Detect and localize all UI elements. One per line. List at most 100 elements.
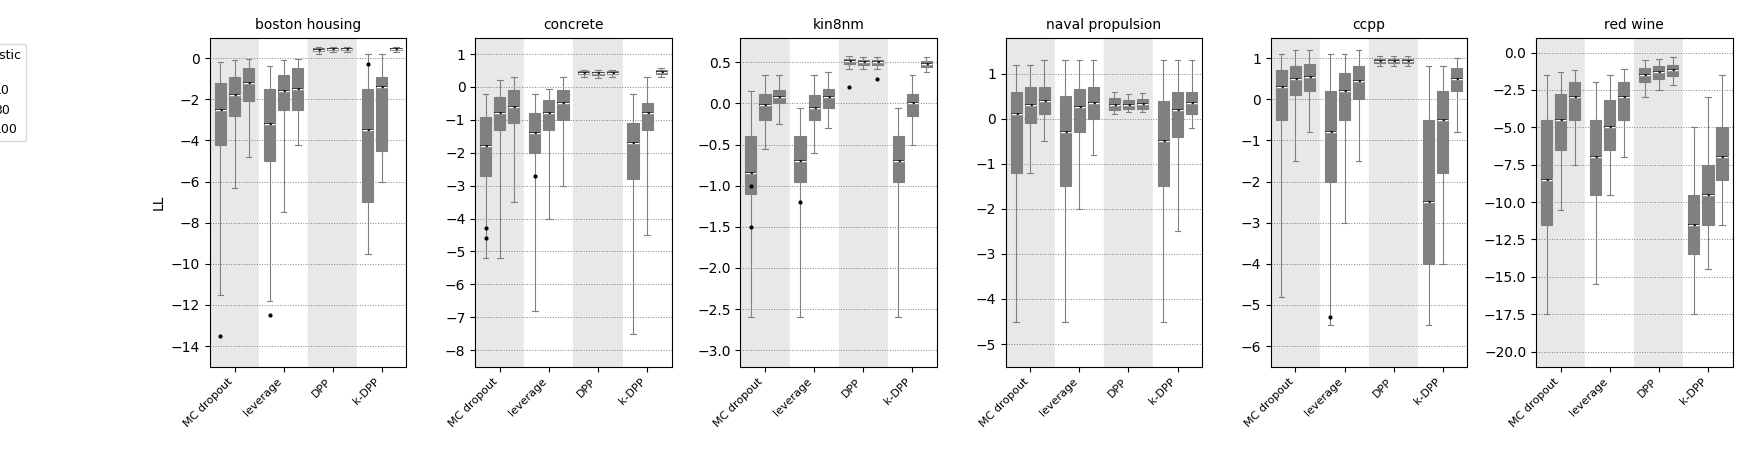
Title: ccpp: ccpp bbox=[1353, 18, 1386, 32]
Bar bbox=[1586, 38, 1634, 367]
PathPatch shape bbox=[376, 77, 387, 151]
PathPatch shape bbox=[1451, 69, 1463, 91]
PathPatch shape bbox=[1060, 96, 1071, 186]
Bar bbox=[357, 38, 406, 367]
Bar bbox=[1006, 38, 1055, 367]
PathPatch shape bbox=[578, 71, 590, 74]
Title: red wine: red wine bbox=[1605, 18, 1664, 32]
PathPatch shape bbox=[1290, 66, 1300, 95]
PathPatch shape bbox=[480, 117, 492, 176]
PathPatch shape bbox=[327, 48, 338, 50]
PathPatch shape bbox=[1172, 92, 1183, 137]
PathPatch shape bbox=[1388, 59, 1400, 63]
PathPatch shape bbox=[1304, 64, 1314, 91]
PathPatch shape bbox=[278, 75, 289, 110]
Bar bbox=[308, 38, 357, 367]
PathPatch shape bbox=[1570, 82, 1580, 120]
PathPatch shape bbox=[341, 48, 352, 50]
PathPatch shape bbox=[1619, 82, 1629, 120]
PathPatch shape bbox=[1138, 99, 1148, 109]
PathPatch shape bbox=[507, 90, 520, 123]
PathPatch shape bbox=[808, 95, 819, 120]
PathPatch shape bbox=[920, 61, 933, 67]
PathPatch shape bbox=[1668, 64, 1678, 77]
PathPatch shape bbox=[1088, 87, 1099, 119]
Bar bbox=[1153, 38, 1202, 367]
PathPatch shape bbox=[1276, 70, 1286, 120]
PathPatch shape bbox=[362, 89, 373, 202]
Title: kin8nm: kin8nm bbox=[812, 18, 864, 32]
PathPatch shape bbox=[872, 60, 882, 65]
Bar bbox=[1055, 38, 1104, 367]
PathPatch shape bbox=[1374, 59, 1384, 63]
Bar bbox=[210, 38, 259, 367]
PathPatch shape bbox=[760, 94, 770, 120]
Bar bbox=[259, 38, 308, 367]
Legend: 10, 30, 100: 10, 30, 100 bbox=[0, 44, 26, 141]
Bar bbox=[1270, 38, 1320, 367]
PathPatch shape bbox=[794, 136, 805, 181]
PathPatch shape bbox=[906, 94, 919, 116]
PathPatch shape bbox=[1605, 101, 1615, 150]
PathPatch shape bbox=[1010, 92, 1022, 173]
PathPatch shape bbox=[1158, 101, 1169, 186]
PathPatch shape bbox=[642, 103, 653, 130]
PathPatch shape bbox=[774, 90, 784, 103]
PathPatch shape bbox=[656, 70, 667, 74]
Bar bbox=[1536, 38, 1586, 367]
PathPatch shape bbox=[292, 69, 303, 110]
PathPatch shape bbox=[1654, 66, 1664, 79]
PathPatch shape bbox=[558, 90, 569, 120]
Bar bbox=[789, 38, 838, 367]
PathPatch shape bbox=[264, 89, 275, 161]
PathPatch shape bbox=[1542, 120, 1552, 225]
Bar bbox=[1320, 38, 1368, 367]
Bar bbox=[1634, 38, 1683, 367]
Bar bbox=[838, 38, 887, 367]
PathPatch shape bbox=[822, 88, 833, 108]
PathPatch shape bbox=[1325, 91, 1335, 181]
PathPatch shape bbox=[1591, 120, 1601, 195]
PathPatch shape bbox=[593, 72, 604, 75]
Bar bbox=[1418, 38, 1466, 367]
PathPatch shape bbox=[628, 123, 639, 179]
Bar bbox=[476, 38, 525, 367]
PathPatch shape bbox=[1353, 66, 1365, 99]
PathPatch shape bbox=[1717, 127, 1727, 180]
Bar bbox=[1684, 38, 1732, 367]
PathPatch shape bbox=[243, 69, 254, 102]
PathPatch shape bbox=[313, 48, 324, 51]
PathPatch shape bbox=[1186, 92, 1197, 114]
Bar bbox=[740, 38, 789, 367]
PathPatch shape bbox=[1110, 98, 1120, 110]
PathPatch shape bbox=[1024, 87, 1036, 123]
PathPatch shape bbox=[229, 77, 240, 116]
Title: concrete: concrete bbox=[542, 18, 604, 32]
PathPatch shape bbox=[1402, 59, 1414, 63]
Bar bbox=[525, 38, 574, 367]
Title: naval propulsion: naval propulsion bbox=[1046, 18, 1162, 32]
Bar bbox=[574, 38, 623, 367]
PathPatch shape bbox=[892, 136, 903, 181]
Bar bbox=[1104, 38, 1153, 367]
Bar bbox=[623, 38, 672, 367]
PathPatch shape bbox=[1074, 89, 1085, 132]
PathPatch shape bbox=[1689, 195, 1699, 254]
Bar bbox=[1368, 38, 1418, 367]
PathPatch shape bbox=[528, 113, 541, 153]
PathPatch shape bbox=[542, 100, 555, 130]
PathPatch shape bbox=[1423, 120, 1435, 264]
PathPatch shape bbox=[1556, 94, 1566, 150]
PathPatch shape bbox=[390, 48, 401, 50]
PathPatch shape bbox=[1339, 72, 1349, 120]
PathPatch shape bbox=[1703, 164, 1713, 225]
PathPatch shape bbox=[1124, 100, 1134, 109]
PathPatch shape bbox=[1437, 91, 1449, 173]
PathPatch shape bbox=[607, 71, 618, 74]
PathPatch shape bbox=[746, 136, 756, 194]
PathPatch shape bbox=[844, 59, 854, 64]
Title: boston housing: boston housing bbox=[255, 18, 360, 32]
Bar bbox=[887, 38, 936, 367]
PathPatch shape bbox=[1640, 68, 1650, 82]
PathPatch shape bbox=[858, 60, 868, 65]
